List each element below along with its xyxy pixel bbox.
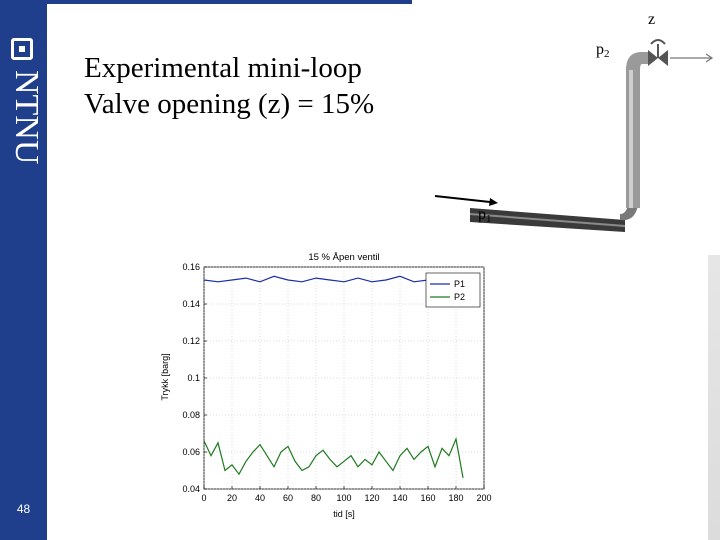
x-tick-label: 40 bbox=[255, 493, 265, 503]
y-tick-label: 0.14 bbox=[182, 299, 200, 309]
slide-title: Experimental mini-loop Valve opening (z)… bbox=[84, 50, 374, 122]
outlet-arrow-head-icon bbox=[705, 53, 714, 63]
bottom-pipe-highlight bbox=[469, 213, 626, 227]
pressure-chart: 15 % Åpen ventil Trykk [barg] tid [s] 0 2… bbox=[160, 252, 492, 519]
chart-title: 15 % Åpen ventil bbox=[308, 252, 379, 263]
x-tick-label: 20 bbox=[227, 493, 237, 503]
series-line-p2 bbox=[203, 436, 464, 479]
x-tick-label: 80 bbox=[311, 493, 321, 503]
label-z: z bbox=[648, 11, 655, 28]
y-tick-label: 0.06 bbox=[182, 447, 200, 457]
pipe-diagram: z p2 p1 bbox=[434, 11, 714, 232]
chart-legend bbox=[425, 272, 481, 308]
legend-label-p1: P1 bbox=[454, 279, 465, 289]
header-rule bbox=[47, 0, 412, 4]
y-tick-label: 0.1 bbox=[187, 373, 200, 383]
label-p2: p2 bbox=[596, 41, 610, 60]
y-tick-label: 0.12 bbox=[182, 336, 200, 346]
ntnu-logo-text: NTNU bbox=[8, 70, 44, 164]
x-tick-label: 0 bbox=[201, 493, 206, 503]
inlet-flow-arrow bbox=[434, 195, 491, 203]
x-tick-label: 160 bbox=[420, 493, 435, 503]
ntnu-sidebar: NTNU 48 bbox=[0, 0, 47, 540]
valve-icon bbox=[648, 50, 658, 66]
title-line-1: Experimental mini-loop bbox=[84, 52, 362, 84]
chart-y-label: Trykk [barg] bbox=[160, 353, 170, 400]
x-tick-label: 180 bbox=[448, 493, 463, 503]
legend-label-p2: P2 bbox=[454, 292, 465, 302]
x-tick-label: 140 bbox=[392, 493, 407, 503]
chart-plot-area: 0 20 40 60 80 100 120 140 160 180 200 0.04 0.06 0.08 0… bbox=[182, 262, 491, 503]
x-tick-label: 60 bbox=[283, 493, 293, 503]
y-tick-label: 0.16 bbox=[182, 262, 200, 272]
label-p1: p1 bbox=[478, 206, 492, 225]
chart-x-label: tid [s] bbox=[333, 509, 355, 519]
svg-text:NTNU: NTNU bbox=[8, 70, 44, 164]
series-line-p1 bbox=[203, 275, 464, 283]
top-bend bbox=[626, 52, 648, 70]
x-tick-label: 200 bbox=[476, 493, 491, 503]
y-tick-label: 0.04 bbox=[182, 484, 200, 494]
ntnu-logo-icon bbox=[11, 38, 33, 60]
y-tick-label: 0.08 bbox=[182, 410, 200, 420]
x-tick-label: 100 bbox=[336, 493, 351, 503]
pipe-elbow bbox=[620, 205, 638, 221]
inlet-arrow-head-icon bbox=[489, 198, 498, 206]
side-strip bbox=[708, 255, 720, 540]
x-tick-label: 120 bbox=[364, 493, 379, 503]
page-number: 48 bbox=[16, 502, 31, 516]
title-line-2: Valve opening (z) = 15% bbox=[84, 88, 375, 120]
riser-highlight bbox=[629, 68, 633, 208]
